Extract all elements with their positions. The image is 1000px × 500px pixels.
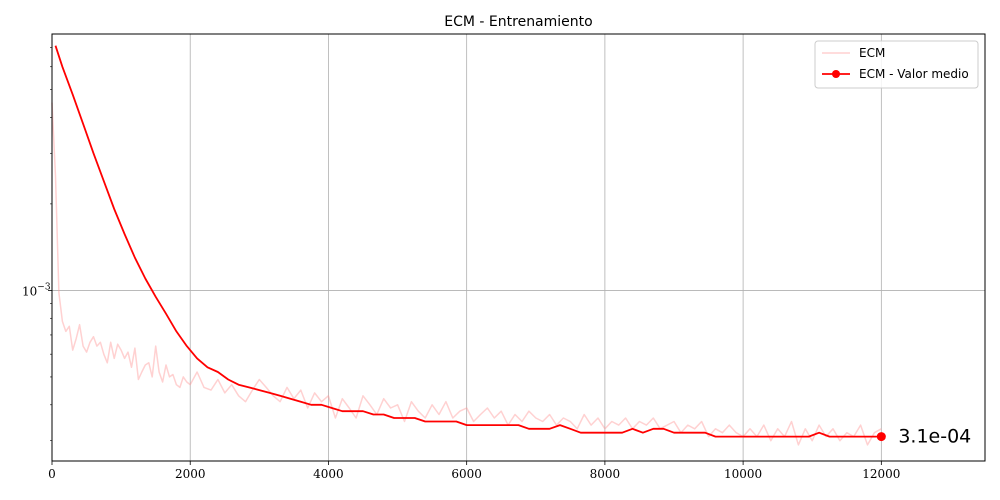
x-tick-label: 4000	[313, 467, 344, 481]
x-tick-label: 8000	[590, 467, 621, 481]
legend-label: ECM	[859, 46, 885, 60]
chart-title: ECM - Entrenamiento	[444, 14, 592, 30]
x-tick-label: 10000	[724, 467, 762, 481]
plot-frame	[51, 33, 986, 462]
legend-box	[814, 40, 979, 89]
legend-label: ECM - Valor medio	[859, 67, 969, 81]
legend-marker	[832, 70, 840, 78]
series-end-marker	[876, 432, 886, 442]
x-tick-label: 12000	[862, 467, 900, 481]
x-tick-label: 0	[48, 467, 56, 481]
final-value-annotation: 3.1e-04	[898, 426, 971, 448]
x-tick-label: 6000	[451, 467, 482, 481]
x-tick-label: 2000	[175, 467, 206, 481]
series-line-ecm	[51, 102, 882, 446]
series-layer	[51, 45, 886, 446]
series-line-valor-medio	[54, 45, 882, 438]
legend: ECM ECM - Valor medio	[814, 40, 979, 89]
